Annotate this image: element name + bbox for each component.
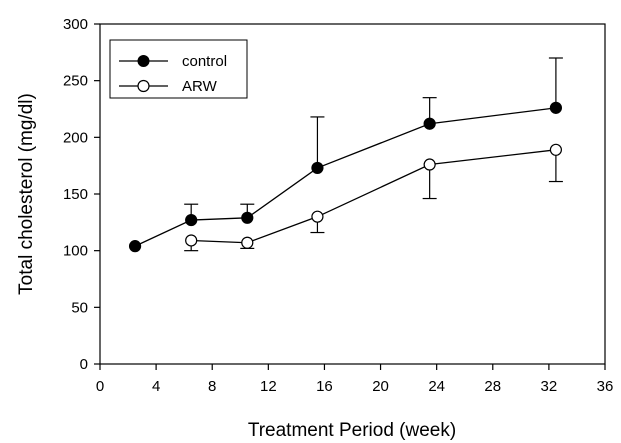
x-tick-label: 24: [428, 378, 445, 395]
x-axis-title: Treatment Period (week): [248, 420, 456, 441]
y-tick-label: 0: [80, 356, 88, 373]
y-axis-title: Total cholesterol (mg/dl): [16, 93, 37, 295]
series-line-control: [134, 107, 556, 247]
data-point-control: [549, 101, 563, 114]
data-point-control: [241, 211, 254, 224]
series-line-arw: [191, 149, 556, 244]
y-tick-label: 300: [63, 16, 88, 33]
y-tick-label: 200: [63, 129, 88, 146]
data-point-arw: [423, 158, 436, 171]
data-point-control: [185, 213, 198, 227]
x-tick-label: 20: [372, 378, 389, 395]
y-tick-label: 50: [71, 299, 88, 316]
data-point-arw: [549, 143, 563, 156]
legend-control-label: control: [182, 53, 227, 70]
x-tick-label: 16: [316, 378, 333, 395]
series-control: [128, 57, 563, 253]
x-tick-label: 28: [484, 378, 501, 395]
x-tick-label: 0: [96, 378, 104, 395]
x-tick-label: 36: [597, 378, 614, 395]
series-arw: [184, 143, 563, 252]
legend: control ARW: [109, 39, 248, 99]
legend-arw-label: ARW: [182, 78, 218, 95]
data-point-arw: [311, 210, 324, 223]
y-tick-label: 150: [63, 186, 88, 203]
x-tick-label: 4: [152, 378, 160, 395]
y-tick-label: 250: [63, 73, 88, 90]
data-point-control: [423, 117, 436, 130]
legend-arw-marker: [137, 79, 150, 93]
series-layer: [128, 57, 563, 253]
data-point-arw: [241, 236, 254, 249]
x-tick-label: 12: [260, 378, 277, 395]
x-axis-ticks: 0 4 8 12 16 20 24 28 32 36: [96, 364, 614, 395]
x-tick-label: 32: [541, 378, 558, 395]
data-point-control: [128, 240, 142, 253]
legend-control-marker: [137, 55, 150, 67]
x-tick-label: 8: [208, 378, 216, 395]
data-point-arw: [185, 234, 198, 247]
y-tick-label: 100: [63, 243, 88, 260]
legend-box: [109, 39, 248, 99]
y-axis-ticks: 0 50 100 150 200 250 300: [63, 16, 100, 373]
data-point-control: [311, 161, 324, 175]
